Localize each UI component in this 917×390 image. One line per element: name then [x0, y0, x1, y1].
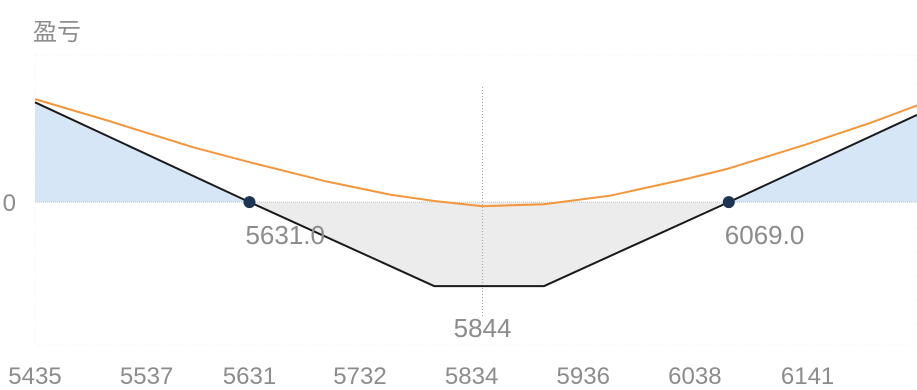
area-fills [35, 102, 917, 287]
breakeven-label: 6069.0 [725, 220, 805, 250]
y-tick-label: 0 [3, 190, 16, 217]
x-tick-label: 5936 [557, 363, 610, 390]
x-tick-label: 5834 [445, 363, 498, 390]
x-tick-label: 5435 [8, 363, 61, 390]
x-tick-label: 6141 [781, 363, 834, 390]
x-tick-label: 5537 [120, 363, 173, 390]
breakeven-label: 5631.0 [245, 220, 325, 250]
loss-area [35, 202, 917, 287]
series-line-current [34, 98, 917, 208]
x-tick-label: 6038 [668, 363, 721, 390]
x-axis: 5435 5537 5631 5732 5834 5936 6038 6141 [8, 363, 834, 390]
marker-label: 5844 [454, 313, 512, 343]
x-tick-label: 5631 [223, 363, 276, 390]
annotation-marks: 5631.0 6069.0 5844 [243, 196, 804, 343]
series-lines [34, 98, 917, 288]
series-line-expiry [34, 101, 917, 288]
chart-title: 盈亏 [33, 18, 81, 46]
y-axis: 0 [3, 190, 16, 217]
breakeven-point [243, 196, 256, 209]
breakeven-point [722, 196, 735, 209]
profit-area [35, 102, 917, 203]
guide-lines [35, 87, 917, 318]
x-tick-label: 5732 [333, 363, 386, 390]
